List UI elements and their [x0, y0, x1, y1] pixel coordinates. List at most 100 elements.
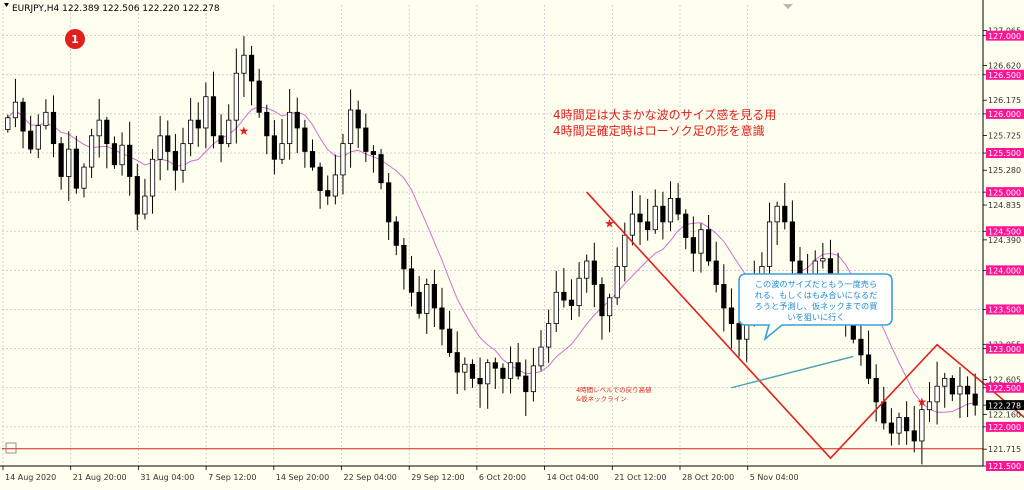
current-price-label: 122.278 [988, 401, 1021, 410]
annotation-line-1: 4時間足は大まかな波のサイズ感を見る用 [553, 107, 776, 122]
small-note-line-1: 4時間レベルでの戻り高値 [576, 385, 652, 394]
price-label-box [986, 148, 1024, 159]
candle [317, 162, 323, 209]
candle [705, 214, 712, 266]
x-tick-label: 31 Aug 04:00 [140, 473, 194, 482]
candle-body [127, 144, 133, 177]
candle-body [43, 111, 49, 127]
candle-body [35, 125, 41, 150]
candle [264, 104, 270, 155]
y-tick-label: 125.725 [988, 131, 1021, 140]
candle-body [690, 237, 696, 254]
object-square-icon[interactable] [5, 442, 17, 454]
y-tick-label: 126.000 [988, 110, 1021, 119]
y-tick-label: 122.605 [988, 376, 1021, 385]
candle-body [195, 119, 201, 129]
candle [485, 359, 491, 409]
candle [766, 202, 773, 286]
candle-body [58, 143, 64, 177]
candle-body [462, 363, 468, 373]
candle [896, 412, 902, 445]
candle-body [957, 385, 963, 395]
candle [492, 357, 498, 389]
candle [462, 357, 468, 391]
candle-body [401, 244, 407, 270]
candle [210, 71, 217, 149]
y-tick-label: 122.160 [988, 410, 1021, 419]
x-tick-label: 22 Sep 04:00 [344, 473, 397, 482]
candle [370, 145, 377, 173]
price-label-box [986, 421, 1024, 432]
candle-body [926, 401, 933, 411]
candle-body [728, 307, 735, 324]
y-tick-label: 126.175 [988, 96, 1021, 105]
y-tick-label: 121.715 [988, 445, 1021, 454]
candle [865, 330, 872, 385]
candle-body [119, 144, 125, 166]
candle-body [888, 422, 895, 434]
price-label-box [986, 265, 1024, 276]
candle [561, 267, 567, 308]
candle [553, 271, 559, 332]
candle [622, 222, 628, 282]
symbol-info: EURJPY,H4 122.389 122.506 122.220 122.27… [12, 4, 220, 14]
candle [782, 182, 788, 230]
candle [926, 381, 933, 422]
candle-body [447, 328, 453, 353]
x-tick-label: 21 Oct 12:00 [614, 473, 666, 482]
y-tick-label: 122.000 [988, 423, 1021, 432]
candle-body [774, 205, 780, 223]
candle-body [96, 119, 102, 137]
candle [347, 89, 354, 168]
candle [58, 136, 64, 190]
candle-body [165, 135, 171, 152]
candle [431, 269, 437, 327]
candle-body [180, 143, 186, 171]
candle [81, 163, 87, 198]
candle [911, 405, 917, 453]
candle [416, 276, 422, 319]
price-label-box [986, 226, 1024, 237]
candle [507, 346, 514, 394]
candle [88, 128, 95, 178]
candle [934, 361, 940, 425]
candle-body [477, 377, 483, 385]
candle [401, 238, 407, 290]
candle [599, 277, 605, 340]
candle-body [553, 291, 559, 324]
candle [111, 136, 118, 169]
candle-body [66, 148, 72, 177]
x-tick-label: 5 Nov 04:00 [750, 473, 799, 482]
candle-body [157, 135, 163, 160]
candle [325, 175, 331, 205]
candle-body [370, 151, 377, 155]
dropdown-arrow-icon[interactable] [4, 3, 9, 7]
candle [12, 78, 19, 128]
candle [165, 120, 171, 171]
number-marker-label: 1 [71, 33, 79, 46]
candle [157, 116, 163, 181]
candle-body [972, 393, 978, 406]
candle [606, 293, 613, 333]
candle [454, 331, 460, 394]
candle [698, 223, 704, 273]
candle [172, 133, 178, 191]
wave-zigzag [586, 191, 1024, 460]
candle [127, 121, 133, 196]
candle-body [622, 234, 628, 267]
candle [546, 309, 552, 363]
chart-shift-marker-icon[interactable] [783, 4, 793, 9]
y-tick-label: 123.500 [988, 306, 1021, 315]
neckline-trend-line [731, 355, 854, 389]
candle-body [172, 151, 178, 171]
candle-body [606, 297, 613, 317]
candle [149, 149, 156, 214]
candle-body [964, 385, 971, 395]
candle [447, 310, 453, 357]
x-tick-label: 21 Aug 20:00 [73, 473, 127, 482]
candle [256, 68, 262, 118]
speech-bubble-shape [738, 273, 893, 342]
candle [294, 97, 300, 153]
candle [233, 48, 239, 144]
